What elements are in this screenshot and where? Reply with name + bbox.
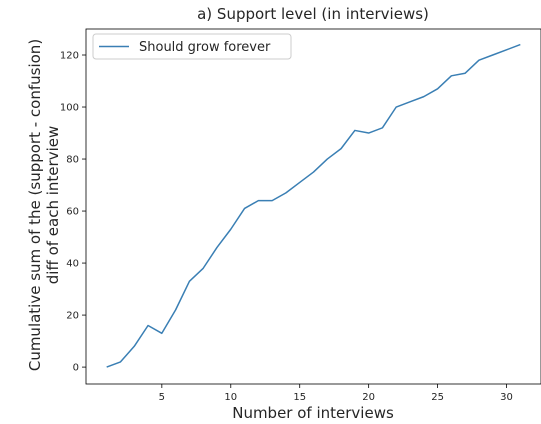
y-axis-label: Cumulative sum of the (support - confusi…: [26, 39, 62, 371]
y-tick-label-0: 0: [73, 363, 79, 374]
legend-box: [92, 33, 292, 60]
legend-label: Should grow forever: [139, 40, 271, 55]
chart-title: a) Support level (in interviews): [197, 5, 429, 23]
x-tick-label-2: 15: [293, 392, 306, 403]
x-tick-label-5: 30: [500, 392, 513, 403]
y-tick-label-6: 120: [60, 51, 79, 62]
plot-frame: [85, 28, 541, 385]
y-tick-label-3: 60: [66, 207, 79, 218]
y-tick-label-4: 80: [66, 155, 79, 166]
y-axis-ticks: 0 20 40 60 80 100 120: [60, 51, 86, 374]
x-tick-label-3: 20: [362, 392, 375, 403]
series-line-0: [106, 43, 521, 368]
y-axis-label-line1: Cumulative sum of the (support - confusi…: [26, 39, 44, 371]
x-tick-label-4: 25: [431, 392, 444, 403]
x-tick-label-1: 10: [224, 392, 237, 403]
y-tick-label-5: 100: [60, 103, 79, 114]
legend: Should grow forever: [92, 33, 292, 60]
y-axis-label-line2: diff of each interview: [44, 126, 62, 284]
x-axis-ticks: 5 10 15 20 25 30: [159, 384, 513, 403]
series-layer: [106, 43, 521, 368]
y-tick-label-2: 40: [66, 259, 79, 270]
x-axis-label: Number of interviews: [232, 404, 394, 422]
y-tick-label-1: 20: [66, 311, 79, 322]
x-tick-label-0: 5: [159, 392, 165, 403]
